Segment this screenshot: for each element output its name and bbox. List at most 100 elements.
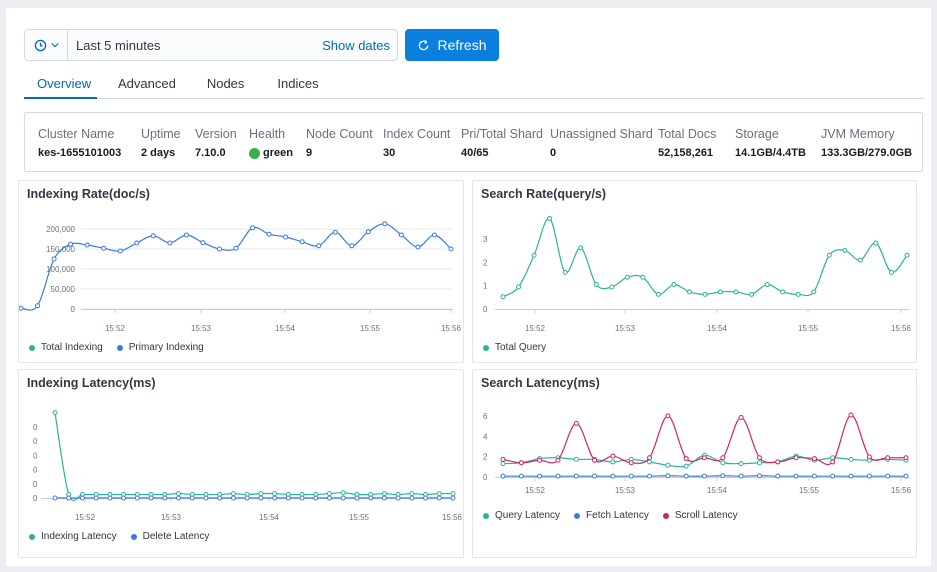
data-point xyxy=(531,252,537,258)
data-point xyxy=(866,454,872,460)
data-point xyxy=(382,221,388,227)
data-point xyxy=(610,459,616,465)
data-point xyxy=(904,252,910,258)
time-range-label[interactable]: Last 5 minutes xyxy=(76,37,161,53)
data-point xyxy=(573,473,579,479)
data-point xyxy=(272,495,278,501)
legend-item[interactable]: Primary Indexing xyxy=(116,342,204,353)
data-point xyxy=(52,495,58,501)
data-point xyxy=(702,455,707,461)
data-point xyxy=(811,289,817,295)
data-point xyxy=(593,282,599,288)
legend-item[interactable]: Scroll Latency xyxy=(662,510,738,521)
data-point xyxy=(66,495,72,501)
data-point xyxy=(848,456,854,462)
legend-item[interactable]: Indexing Latency xyxy=(29,531,117,542)
chart-legend: Indexing Latency Delete Latency xyxy=(29,531,209,542)
data-point xyxy=(230,491,236,497)
tab-overview[interactable]: Overview xyxy=(24,72,97,99)
legend-dot xyxy=(574,512,581,519)
data-point xyxy=(107,495,113,501)
legend-item[interactable]: Total Indexing xyxy=(29,342,103,353)
data-point xyxy=(592,457,598,463)
x-tick-label: 15:53 xyxy=(191,324,212,333)
clock-icon xyxy=(34,39,46,51)
data-point xyxy=(258,495,264,501)
data-point xyxy=(795,291,801,297)
y-tick-label: 0 xyxy=(33,480,38,489)
tab-nodes[interactable]: Nodes xyxy=(206,76,245,91)
data-point xyxy=(749,291,755,297)
legend-label: Total Indexing xyxy=(41,342,103,353)
stat-label: Pri/Total Shard xyxy=(461,127,543,141)
data-point xyxy=(35,303,41,309)
stat-value: 2 days xyxy=(141,147,176,159)
data-point xyxy=(299,239,305,245)
y-tick-label: 200,000 xyxy=(46,225,75,234)
data-point xyxy=(811,456,817,462)
data-point xyxy=(683,463,689,469)
show-dates-link[interactable]: Show dates xyxy=(322,37,390,53)
data-point xyxy=(738,473,744,479)
data-point xyxy=(101,245,107,251)
data-point xyxy=(395,495,401,501)
time-range-picker[interactable]: Last 5 minutes Show dates xyxy=(24,29,398,61)
series-line xyxy=(502,217,908,298)
data-point xyxy=(830,459,836,465)
data-point xyxy=(756,473,762,479)
refresh-button[interactable]: Refresh xyxy=(405,29,499,61)
legend-label: Query Latency xyxy=(495,510,561,521)
stat-value: 9 xyxy=(306,147,313,159)
data-point xyxy=(365,229,371,235)
chart-legend: Total Indexing Primary Indexing xyxy=(29,342,204,353)
legend-item[interactable]: Query Latency xyxy=(483,510,560,521)
y-tick-label: 3 xyxy=(483,235,488,244)
data-point xyxy=(216,246,222,252)
x-tick-label: 15:53 xyxy=(615,324,636,333)
legend-label: Indexing Latency xyxy=(41,531,117,542)
y-tick-label: 2 xyxy=(483,258,488,267)
data-point xyxy=(866,473,872,479)
data-point xyxy=(647,455,653,461)
indexing-latency-panel: Indexing Latency(ms) 0 0 0 0 0 0 15:52 15:53 15:… xyxy=(18,369,464,558)
data-point xyxy=(415,244,421,250)
quick-select-button[interactable] xyxy=(25,30,68,60)
data-point xyxy=(409,491,415,497)
legend-item[interactable]: Fetch Latency xyxy=(574,510,649,521)
legend-dot xyxy=(483,344,489,351)
legend-dot xyxy=(130,533,137,540)
data-point xyxy=(340,495,346,501)
tab-advanced[interactable]: Advanced xyxy=(118,76,176,91)
data-point xyxy=(183,232,189,238)
tab-indices[interactable]: Indices xyxy=(277,76,319,91)
data-point xyxy=(84,242,90,248)
legend-item[interactable]: Delete Latency xyxy=(130,531,209,542)
legend-dot xyxy=(116,344,123,351)
legend-dot xyxy=(29,533,35,540)
stat-storage: Storage 14.1GB/4.4TB xyxy=(735,127,806,159)
data-point xyxy=(842,247,848,253)
data-point xyxy=(624,274,630,280)
stat-shards: Pri/Total Shard 40/65 xyxy=(461,127,543,159)
y-tick-label: 0 xyxy=(33,437,38,446)
y-tick-label: 0 xyxy=(33,451,38,460)
legend-dot xyxy=(29,344,35,351)
data-point xyxy=(176,495,182,501)
data-point xyxy=(793,473,799,479)
y-tick-label: 6 xyxy=(483,412,488,421)
legend-item[interactable]: Total Query xyxy=(483,342,546,353)
x-tick-label: 15:56 xyxy=(442,513,463,522)
x-tick-label: 15:56 xyxy=(891,486,912,495)
stat-label: Unassigned Shard xyxy=(550,127,653,141)
data-point xyxy=(885,455,891,461)
data-point xyxy=(610,453,616,459)
legend-label: Total Query xyxy=(495,342,547,353)
x-tick-label: 15:56 xyxy=(891,324,912,333)
data-point xyxy=(381,491,387,497)
data-point xyxy=(826,252,832,258)
data-point xyxy=(720,473,726,479)
data-point xyxy=(811,473,817,479)
legend-label: Primary Indexing xyxy=(128,342,204,353)
health-text: green xyxy=(263,147,293,159)
